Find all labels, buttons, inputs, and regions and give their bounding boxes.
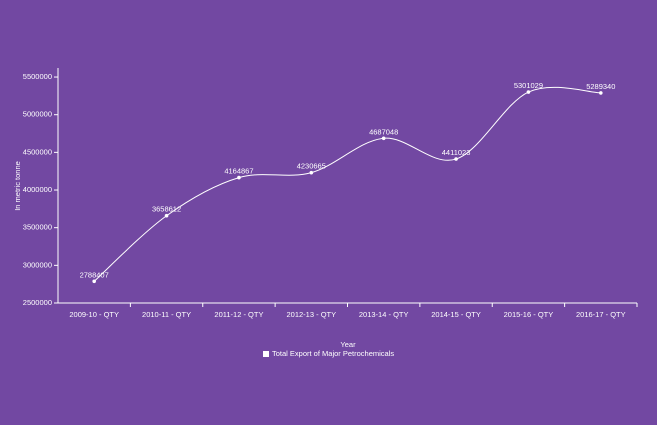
data-label: 5301029 bbox=[514, 81, 543, 90]
y-axis-label: In metric tonne bbox=[13, 161, 22, 211]
y-tick-label: 4500000 bbox=[23, 147, 52, 156]
y-tick-label: 5500000 bbox=[23, 72, 52, 81]
y-tick-label: 3000000 bbox=[23, 260, 52, 269]
data-label: 4230665 bbox=[297, 162, 326, 171]
point bbox=[92, 279, 96, 284]
y-tick-label: 5000000 bbox=[23, 110, 52, 119]
x-axis-label: Year bbox=[340, 340, 356, 349]
data-label: 2788407 bbox=[80, 270, 109, 279]
data-label: 4687048 bbox=[369, 127, 398, 136]
x-tick-label: 2014-15 - QTY bbox=[431, 310, 481, 319]
y-tick-label: 3500000 bbox=[23, 223, 52, 232]
x-tick-label: 2009-10 - QTY bbox=[69, 310, 119, 319]
x-tick-label: 2015-16 - QTY bbox=[504, 310, 554, 319]
x-tick-label: 2011-12 - QTY bbox=[214, 310, 263, 319]
data-label: 3658612 bbox=[152, 205, 181, 214]
x-tick-label: 2016-17 - QTY bbox=[576, 310, 626, 319]
line bbox=[93, 86, 601, 282]
x-tick-label: 2013-14 - QTY bbox=[359, 310, 409, 319]
point bbox=[454, 157, 458, 161]
legend-swatch bbox=[263, 351, 269, 357]
y-tick-label: 2500000 bbox=[23, 298, 52, 307]
data-label: 4411023 bbox=[442, 148, 471, 157]
point bbox=[526, 90, 531, 94]
point bbox=[599, 91, 603, 95]
x-tick-label: 2012-13 - QTY bbox=[287, 310, 337, 319]
y-tick-label: 4000000 bbox=[23, 185, 52, 194]
x-tick-label: 2010-11 - QTY bbox=[142, 310, 191, 319]
legend-label: Total Export of Major Petrochemicals bbox=[272, 349, 394, 358]
point bbox=[164, 213, 169, 218]
data-label: 5289340 bbox=[586, 82, 615, 91]
point bbox=[381, 136, 386, 141]
data-label: 4164867 bbox=[224, 167, 253, 176]
point bbox=[237, 175, 241, 180]
point bbox=[309, 170, 314, 175]
